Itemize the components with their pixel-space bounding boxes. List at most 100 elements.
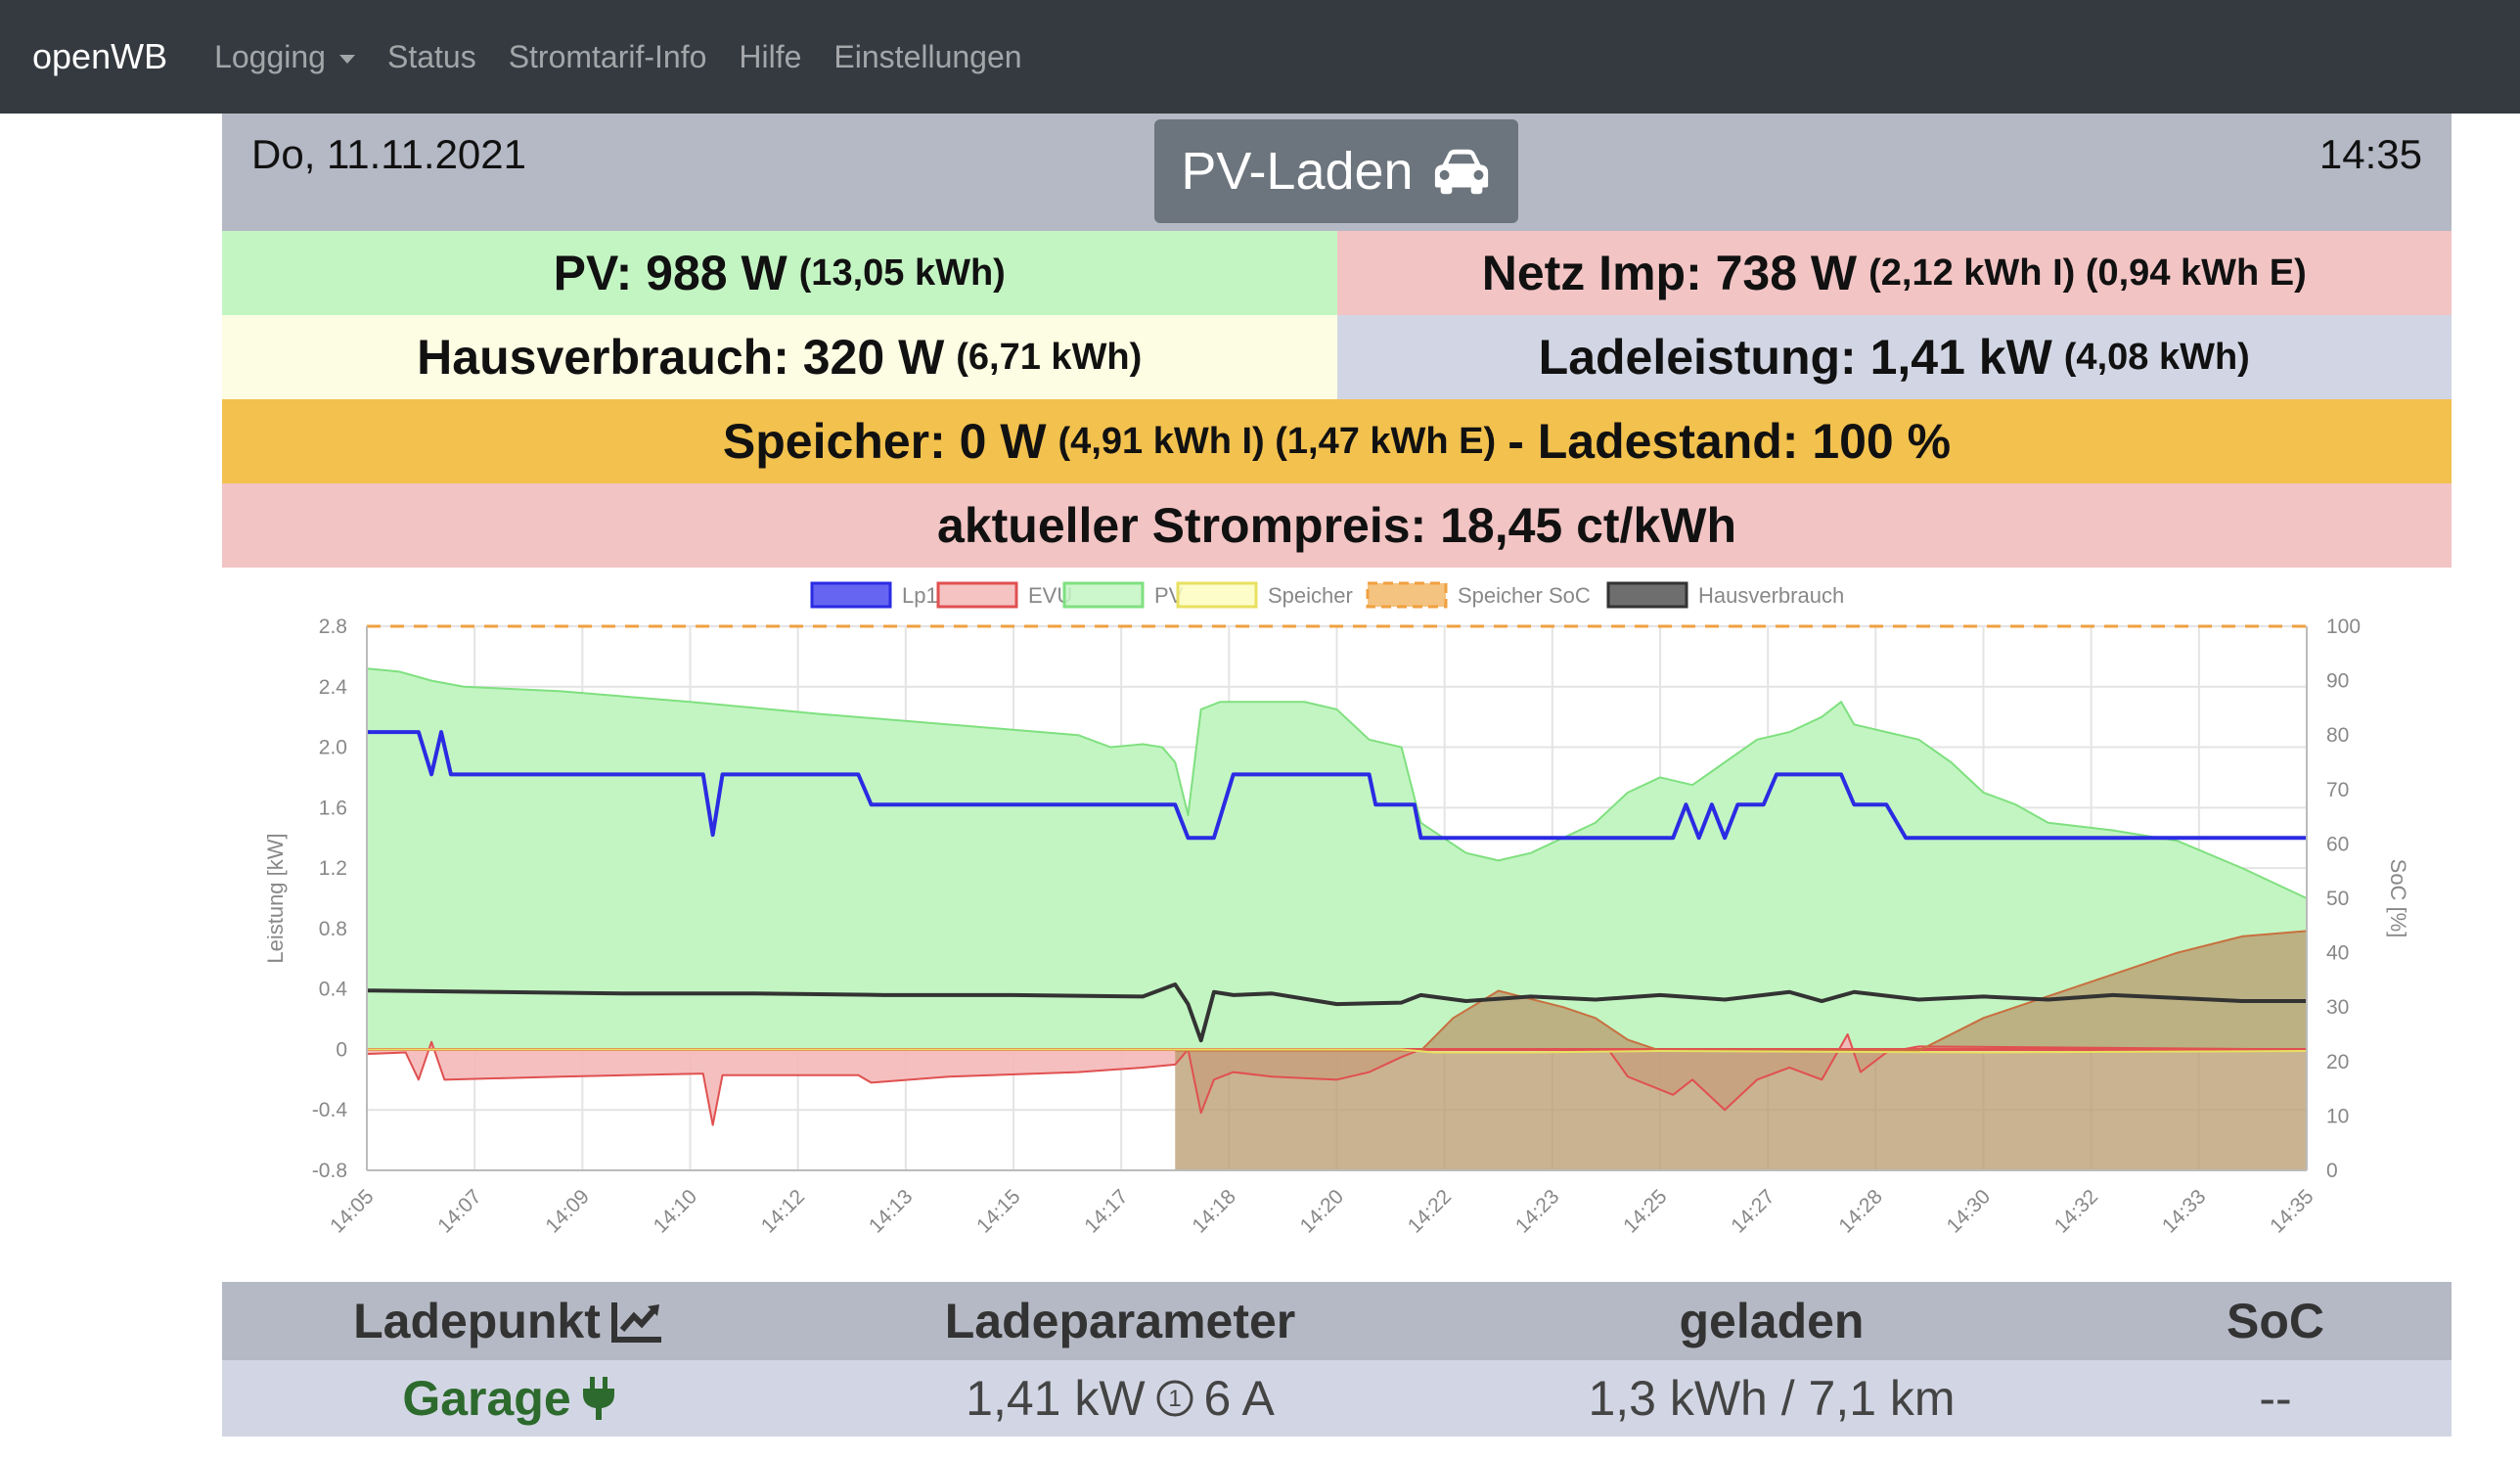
- ladeparameter-cell: 1,41 kW 1 6 A: [796, 1370, 1444, 1427]
- x-tick-label: 14:20: [1296, 1185, 1348, 1237]
- charge-mode-button[interactable]: PV-Laden: [1154, 119, 1518, 223]
- x-tick-label: 14:32: [2050, 1185, 2102, 1237]
- x-tick-label: 14:30: [1943, 1185, 1995, 1237]
- x-tick-label: 14:25: [1619, 1185, 1671, 1237]
- hausverbrauch-line: [366, 982, 2307, 1043]
- col-ladepunkt-label: Ladepunkt: [353, 1294, 601, 1348]
- pv-power: PV: 988 W: [553, 246, 788, 300]
- col-ladeparameter: Ladeparameter: [944, 1294, 1296, 1348]
- nav-einstellungen[interactable]: Einstellungen: [833, 38, 1022, 74]
- y-tick-label: 2.4: [319, 676, 348, 699]
- col-geladen: geladen: [1679, 1294, 1865, 1348]
- x-tick-label: 14:15: [972, 1185, 1024, 1237]
- y-tick-label: 1.2: [319, 857, 347, 880]
- speicher-cell: Speicher: 0 W (4,91 kWh I) (1,47 kWh E) …: [222, 399, 2452, 483]
- x-tick-label: 14:28: [1834, 1185, 1886, 1237]
- y-axis-title: Leistung [kW]: [263, 833, 288, 963]
- power-chart-svg: 2.8 2.4 2.0 1.6 1.2 0.8 0.4 0 -0.4 -0.8 100 90 80 70 6…: [263, 581, 2410, 1238]
- x-tick-label: 14:07: [433, 1185, 485, 1237]
- summary-row-1: PV: 988 W (13,05 kWh) Netz Imp: 738 W (2…: [222, 231, 2452, 315]
- status-header: Do, 11.11.2021 PV-Laden 14:35: [222, 114, 2452, 231]
- strompreis-cell: aktueller Strompreis: 18,45 ct/kWh: [222, 483, 2452, 568]
- ladeleistung-energy: (4,08 kWh): [2063, 336, 2250, 378]
- y2-tick-label: 60: [2326, 833, 2349, 855]
- legend-swatch-hausverbrauch: [1606, 581, 1688, 609]
- nav-logging[interactable]: Logging: [214, 39, 355, 75]
- ladeleistung-power: Ladeleistung: 1,41 kW: [1538, 330, 2052, 385]
- x-tick-label: 14:09: [541, 1185, 593, 1237]
- date-display: Do, 11.11.2021: [251, 131, 526, 177]
- legend-swatch-pv: [1062, 581, 1145, 609]
- ladeleistung-cell: Ladeleistung: 1,41 kW (4,08 kWh): [1336, 315, 2452, 399]
- x-tick-label: 14:23: [1511, 1185, 1563, 1237]
- x-tick-label: 14:35: [2266, 1185, 2318, 1237]
- speicher-power: Speicher: 0 W: [722, 414, 1047, 469]
- ladeparameter-power: 1,41 kW: [966, 1371, 1146, 1426]
- pv-line: [366, 667, 2308, 899]
- charge-mode-label: PV-Laden: [1181, 142, 1414, 201]
- x-tick-label: 14:17: [1080, 1185, 1132, 1237]
- pv-energy: (13,05 kWh): [798, 251, 1006, 294]
- speicher-line: [367, 1048, 2308, 1054]
- x-tick-label: 14:22: [1404, 1185, 1456, 1237]
- col-soc: SoC: [2227, 1294, 2324, 1348]
- summary-row-4: aktueller Strompreis: 18,45 ct/kWh: [222, 483, 2452, 568]
- y2-tick-label: 90: [2326, 670, 2349, 693]
- x-tick-label: 14:18: [1188, 1185, 1239, 1237]
- pv-area: [367, 668, 2307, 1050]
- y-tick-label: 2.0: [319, 737, 347, 759]
- legend-swatch-speicher: [1176, 581, 1258, 609]
- nav-stromtarif-info[interactable]: Stromtarif-Info: [508, 38, 707, 74]
- brand-logo[interactable]: openWB: [32, 36, 168, 76]
- y2-tick-label: 80: [2326, 724, 2349, 747]
- main-container: Do, 11.11.2021 PV-Laden 14:35 PV: 988 W …: [222, 114, 2452, 1437]
- ladepunkt-table-header: Ladepunkt Ladeparameter geladen SoC: [222, 1282, 2452, 1360]
- netz-energy: (2,12 kWh I) (0,94 kWh E): [1868, 251, 2307, 294]
- power-chart[interactable]: 2.8 2.4 2.0 1.6 1.2 0.8 0.4 0 -0.4 -0.8 100 90 80 70 6…: [222, 568, 2452, 1282]
- y-tick-label: 0: [336, 1038, 347, 1061]
- y-tick-label: -0.4: [312, 1099, 348, 1121]
- y-tick-label: 0.4: [319, 979, 348, 1001]
- legend-swatch-evu: [936, 581, 1018, 609]
- speicher-soc-fill-line: [1175, 930, 2308, 1052]
- y-tick-label: 2.8: [319, 616, 347, 638]
- table-row: Garage 1,41 kW 1 6 A 1,3 kWh / 7,1 km --: [222, 1360, 2452, 1437]
- netz-import-power: Netz Imp: 738 W: [1481, 246, 1858, 300]
- x-tick-label: 14:10: [650, 1185, 701, 1237]
- speicher-energy: (4,91 kWh I) (1,47 kWh E): [1058, 420, 1497, 462]
- chart-line-icon[interactable]: [610, 1299, 665, 1344]
- x-tick-label: 14:05: [326, 1185, 378, 1237]
- netz-import-cell: Netz Imp: 738 W (2,12 kWh I) (0,94 kWh E…: [1336, 231, 2452, 315]
- y2-tick-label: 100: [2326, 616, 2361, 638]
- hausverbrauch-cell: Hausverbrauch: 320 W (6,71 kWh): [222, 315, 1337, 399]
- y2-tick-label: 70: [2326, 779, 2349, 801]
- evu-line: [366, 1033, 2308, 1126]
- nav-logging-label: Logging: [214, 38, 326, 74]
- summary-row-2: Hausverbrauch: 320 W (6,71 kWh) Ladeleis…: [222, 315, 2452, 399]
- hausverbrauch-energy: (6,71 kWh): [956, 336, 1143, 378]
- y-tick-label: 1.6: [319, 797, 347, 819]
- lp1-line: [367, 730, 2307, 841]
- nav-status[interactable]: Status: [386, 38, 476, 74]
- car-icon: [1434, 149, 1488, 195]
- navbar: openWB Logging Status Stromtarif-Info Hi…: [0, 0, 2520, 114]
- y-tick-label: -0.8: [312, 1160, 347, 1182]
- hausverbrauch-power: Hausverbrauch: 320 W: [417, 330, 945, 385]
- ladepunkt-name-cell[interactable]: Garage: [222, 1370, 796, 1427]
- legend-label-speicher: Speicher: [1268, 583, 1353, 608]
- nav-hilfe[interactable]: Hilfe: [739, 38, 802, 74]
- y-tick-label: 0.8: [319, 918, 347, 940]
- phase-count-badge: 1: [1155, 1379, 1194, 1418]
- y2-tick-label: 40: [2326, 942, 2349, 965]
- plug-icon: [581, 1377, 616, 1420]
- x-tick-label: 14:13: [865, 1185, 917, 1237]
- ladeparameter-current: 6 A: [1203, 1371, 1275, 1426]
- legend-label-lp1: Lp1: [902, 583, 938, 608]
- col-ladepunkt: Ladepunkt: [222, 1293, 796, 1349]
- strompreis: aktueller Strompreis: 18,45 ct/kWh: [937, 498, 1736, 553]
- legend-label-hausverbrauch: Hausverbrauch: [1698, 583, 1844, 608]
- x-tick-label: 14:27: [1727, 1185, 1778, 1237]
- y2-tick-label: 20: [2326, 1051, 2349, 1073]
- ladepunkt-name[interactable]: Garage: [402, 1371, 571, 1426]
- y2-tick-label: 30: [2326, 996, 2349, 1019]
